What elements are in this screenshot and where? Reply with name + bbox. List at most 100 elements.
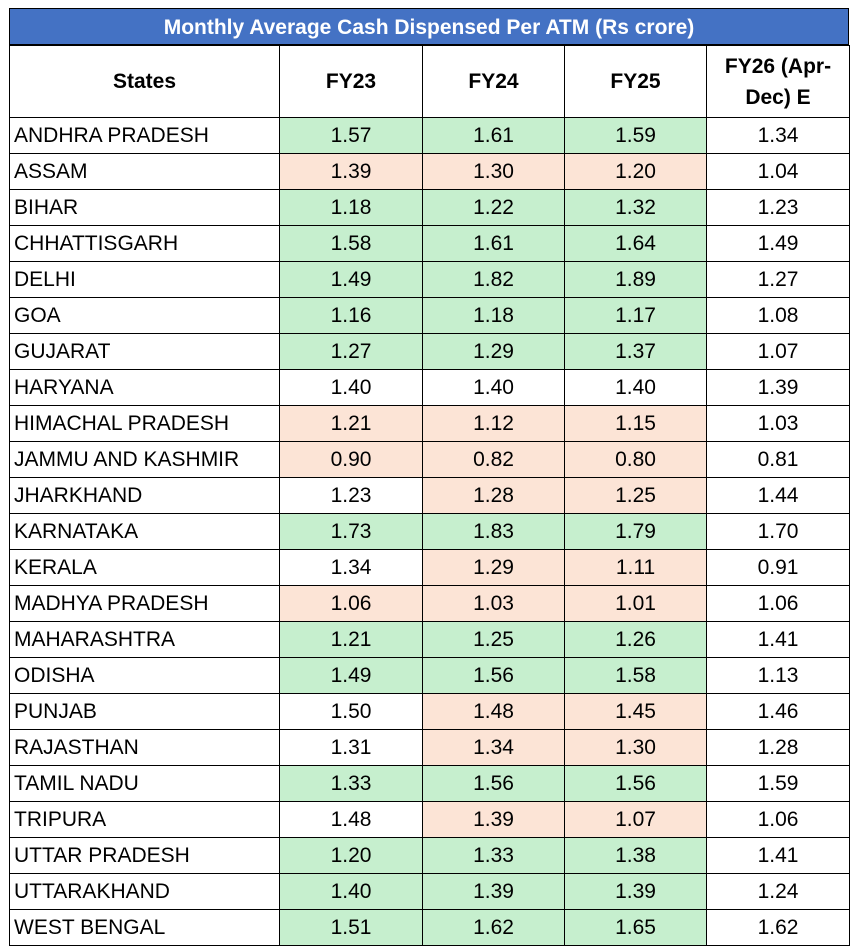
column-header-fy24: FY24 — [422, 45, 565, 118]
data-table-container: Monthly Average Cash Dispensed Per ATM (… — [9, 8, 850, 946]
state-name-cell: HARYANA — [9, 369, 280, 406]
value-cell-fy23: 1.21 — [279, 405, 423, 442]
table-title: Monthly Average Cash Dispensed Per ATM (… — [9, 8, 849, 45]
table-row: JHARKHAND 1.23 1.28 1.25 1.44 — [9, 477, 850, 514]
value-cell-fy23: 1.51 — [279, 909, 423, 946]
value-cell-fy25: 1.39 — [564, 873, 707, 910]
value-cell-fy26: 1.62 — [706, 909, 850, 946]
value-cell-fy26: 1.41 — [706, 621, 850, 658]
value-cell-fy26: 1.41 — [706, 837, 850, 874]
value-cell-fy25: 1.64 — [564, 225, 707, 262]
table-row: UTTARAKHAND 1.40 1.39 1.39 1.24 — [9, 873, 850, 910]
table-row: PUNJAB 1.50 1.48 1.45 1.46 — [9, 693, 850, 730]
value-cell-fy24: 1.03 — [422, 585, 565, 622]
table-row: ANDHRA PRADESH 1.57 1.61 1.59 1.34 — [9, 117, 850, 154]
table-row: TAMIL NADU 1.33 1.56 1.56 1.59 — [9, 765, 850, 802]
value-cell-fy24: 1.12 — [422, 405, 565, 442]
state-name-cell: JAMMU AND KASHMIR — [9, 441, 280, 478]
state-name-cell: MADHYA PRADESH — [9, 585, 280, 622]
state-name-cell: ODISHA — [9, 657, 280, 694]
value-cell-fy23: 1.18 — [279, 189, 423, 226]
value-cell-fy24: 1.34 — [422, 729, 565, 766]
table-row: DELHI 1.49 1.82 1.89 1.27 — [9, 261, 850, 298]
value-cell-fy23: 1.27 — [279, 333, 423, 370]
value-cell-fy23: 1.33 — [279, 765, 423, 802]
value-cell-fy25: 1.15 — [564, 405, 707, 442]
value-cell-fy25: 1.38 — [564, 837, 707, 874]
value-cell-fy24: 1.33 — [422, 837, 565, 874]
table-row: ODISHA 1.49 1.56 1.58 1.13 — [9, 657, 850, 694]
state-name-cell: HIMACHAL PRADESH — [9, 405, 280, 442]
value-cell-fy23: 1.16 — [279, 297, 423, 334]
value-cell-fy23: 1.21 — [279, 621, 423, 658]
value-cell-fy25: 1.37 — [564, 333, 707, 370]
value-cell-fy23: 1.57 — [279, 117, 423, 154]
value-cell-fy26: 1.49 — [706, 225, 850, 262]
value-cell-fy24: 1.39 — [422, 873, 565, 910]
value-cell-fy25: 1.59 — [564, 117, 707, 154]
state-name-cell: JHARKHAND — [9, 477, 280, 514]
value-cell-fy25: 1.26 — [564, 621, 707, 658]
value-cell-fy26: 1.59 — [706, 765, 850, 802]
state-name-cell: KARNATAKA — [9, 513, 280, 550]
value-cell-fy24: 1.29 — [422, 549, 565, 586]
value-cell-fy23: 1.20 — [279, 837, 423, 874]
value-cell-fy26: 1.28 — [706, 729, 850, 766]
table-row: TRIPURA 1.48 1.39 1.07 1.06 — [9, 801, 850, 838]
table-row: HARYANA 1.40 1.40 1.40 1.39 — [9, 369, 850, 406]
state-name-cell: TAMIL NADU — [9, 765, 280, 802]
value-cell-fy26: 1.23 — [706, 189, 850, 226]
value-cell-fy26: 1.39 — [706, 369, 850, 406]
value-cell-fy26: 1.24 — [706, 873, 850, 910]
value-cell-fy25: 1.40 — [564, 369, 707, 406]
value-cell-fy24: 1.22 — [422, 189, 565, 226]
header-row: States FY23 FY24 FY25 FY26 (Apr-Dec) E — [9, 45, 850, 118]
table-row: KARNATAKA 1.73 1.83 1.79 1.70 — [9, 513, 850, 550]
value-cell-fy23: 1.23 — [279, 477, 423, 514]
column-header-fy25: FY25 — [564, 45, 707, 118]
value-cell-fy26: 1.08 — [706, 297, 850, 334]
value-cell-fy24: 1.48 — [422, 693, 565, 730]
value-cell-fy24: 1.18 — [422, 297, 565, 334]
value-cell-fy24: 1.61 — [422, 117, 565, 154]
table-row: UTTAR PRADESH 1.20 1.33 1.38 1.41 — [9, 837, 850, 874]
value-cell-fy24: 1.83 — [422, 513, 565, 550]
value-cell-fy26: 0.81 — [706, 441, 850, 478]
table-body: ANDHRA PRADESH 1.57 1.61 1.59 1.34 ASSAM 1.39 1… — [9, 117, 850, 946]
value-cell-fy26: 1.03 — [706, 405, 850, 442]
state-name-cell: GUJARAT — [9, 333, 280, 370]
value-cell-fy23: 1.34 — [279, 549, 423, 586]
value-cell-fy23: 1.06 — [279, 585, 423, 622]
table-row: MAHARASHTRA 1.21 1.25 1.26 1.41 — [9, 621, 850, 658]
value-cell-fy26: 1.44 — [706, 477, 850, 514]
value-cell-fy23: 1.31 — [279, 729, 423, 766]
column-header-fy26: FY26 (Apr-Dec) E — [706, 45, 850, 118]
state-name-cell: GOA — [9, 297, 280, 334]
value-cell-fy25: 1.58 — [564, 657, 707, 694]
value-cell-fy23: 0.90 — [279, 441, 423, 478]
table-row: WEST BENGAL 1.51 1.62 1.65 1.62 — [9, 909, 850, 946]
value-cell-fy25: 1.56 — [564, 765, 707, 802]
value-cell-fy23: 1.40 — [279, 873, 423, 910]
value-cell-fy26: 1.46 — [706, 693, 850, 730]
value-cell-fy25: 1.25 — [564, 477, 707, 514]
state-name-cell: ASSAM — [9, 153, 280, 190]
value-cell-fy25: 1.20 — [564, 153, 707, 190]
value-cell-fy23: 1.48 — [279, 801, 423, 838]
state-name-cell: UTTARAKHAND — [9, 873, 280, 910]
state-name-cell: BIHAR — [9, 189, 280, 226]
value-cell-fy24: 1.25 — [422, 621, 565, 658]
value-cell-fy26: 1.04 — [706, 153, 850, 190]
value-cell-fy25: 1.01 — [564, 585, 707, 622]
value-cell-fy26: 1.13 — [706, 657, 850, 694]
value-cell-fy25: 1.11 — [564, 549, 707, 586]
state-name-cell: ANDHRA PRADESH — [9, 117, 280, 154]
value-cell-fy25: 1.17 — [564, 297, 707, 334]
state-name-cell: PUNJAB — [9, 693, 280, 730]
value-cell-fy23: 1.49 — [279, 657, 423, 694]
table-row: MADHYA PRADESH 1.06 1.03 1.01 1.06 — [9, 585, 850, 622]
table-row: ASSAM 1.39 1.30 1.20 1.04 — [9, 153, 850, 190]
state-name-cell: TRIPURA — [9, 801, 280, 838]
value-cell-fy24: 1.30 — [422, 153, 565, 190]
value-cell-fy25: 1.30 — [564, 729, 707, 766]
